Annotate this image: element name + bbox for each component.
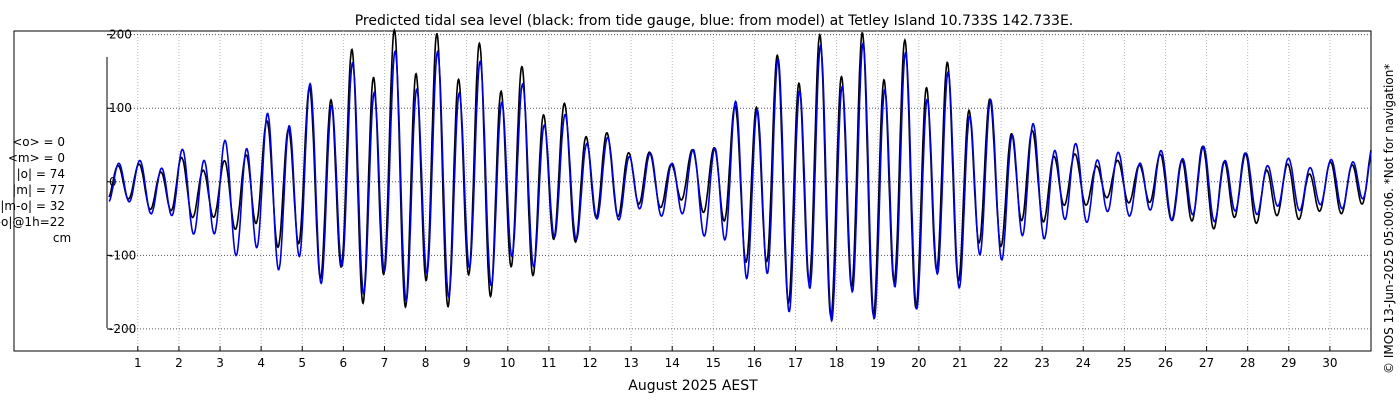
y-tick-label: -100 xyxy=(109,248,136,262)
stat-line: |m-o|@1h=22 xyxy=(0,215,65,229)
copyright-note: © IMOS 13-Jun-2025 05:00:06. *Not for na… xyxy=(1382,64,1396,374)
y-tick-label: 200 xyxy=(109,28,132,42)
stat-line: <o> = 0 xyxy=(12,135,65,149)
x-tick-label: 17 xyxy=(788,356,803,370)
x-tick-label: 8 xyxy=(422,356,430,370)
x-tick-label: 28 xyxy=(1240,356,1255,370)
x-tick-label: 15 xyxy=(706,356,721,370)
x-tick-label: 12 xyxy=(582,356,597,370)
stat-line: <m> = 0 xyxy=(8,151,65,165)
x-tick-label: 7 xyxy=(381,356,389,370)
x-tick-label: 11 xyxy=(541,356,556,370)
x-tick-label: 6 xyxy=(340,356,348,370)
x-tick-label: 10 xyxy=(500,356,515,370)
x-axis-label: August 2025 AEST xyxy=(628,378,758,394)
x-tick-label: 24 xyxy=(1076,356,1091,370)
stat-line: |m-o| = 32 xyxy=(0,199,65,213)
stats-box: <o> = 0 <m> = 0 |o| = 74 |m| = 77 |m-o| = 32… xyxy=(0,135,71,245)
plot-frame xyxy=(13,30,1372,352)
x-tick-label: 20 xyxy=(911,356,926,370)
x-tick-label: 19 xyxy=(870,356,885,370)
x-tick-label: 18 xyxy=(829,356,844,370)
x-tick-label: 25 xyxy=(1117,356,1132,370)
x-tick-label: 13 xyxy=(623,356,638,370)
x-tick-label: 29 xyxy=(1281,356,1296,370)
x-tick-label: 30 xyxy=(1322,356,1337,370)
series-model-line xyxy=(108,42,1372,323)
stat-line: |m| = 77 xyxy=(12,183,65,197)
x-tick-label: 5 xyxy=(298,356,306,370)
x-tick-label: 26 xyxy=(1158,356,1173,370)
x-tick-label: 3 xyxy=(216,356,224,370)
x-tick-label: 27 xyxy=(1199,356,1214,370)
x-tick-label: 23 xyxy=(1035,356,1050,370)
stat-line: cm xyxy=(53,231,71,245)
stat-line: |o| = 74 xyxy=(17,167,65,181)
series xyxy=(108,27,1372,323)
x-axis: 1 2 3 4 5 6 7 8 9 10 11 12 13 14 15 16 17 18 19 20 21 22 23 24 2… xyxy=(134,346,1338,370)
x-tick-label: 16 xyxy=(747,356,762,370)
chart-title: Predicted tidal sea level (black: from t… xyxy=(355,13,1074,29)
y-tick-label: -200 xyxy=(109,322,136,336)
y-tick-label: 100 xyxy=(109,101,132,115)
grid xyxy=(107,31,1371,351)
x-tick-label: 4 xyxy=(257,356,265,370)
x-tick-label: 1 xyxy=(134,356,142,370)
x-tick-label: 9 xyxy=(463,356,471,370)
x-tick-label: 14 xyxy=(665,356,680,370)
x-tick-label: 21 xyxy=(952,356,967,370)
x-tick-label: 22 xyxy=(993,356,1008,370)
x-tick-label: 2 xyxy=(175,356,183,370)
